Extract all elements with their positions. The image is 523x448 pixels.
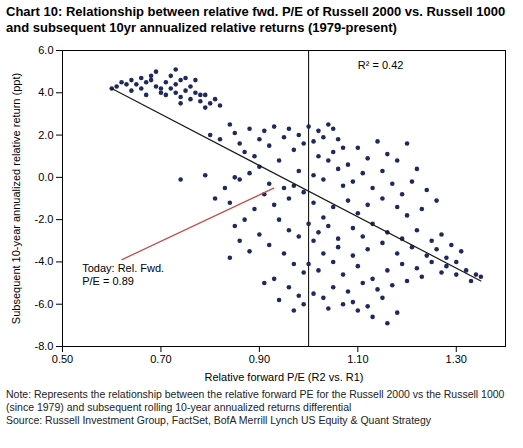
svg-text:-4.0: -4.0 — [35, 255, 54, 267]
svg-text:Today: Rel. Fwd.P/E = 0.89: Today: Rel. Fwd.P/E = 0.89 — [82, 262, 164, 287]
svg-text:6.0: 6.0 — [38, 44, 53, 56]
html-text:Note: Represents the relations: Note: Represents the relationship betwee… — [6, 388, 505, 413]
svg-text:0.0: 0.0 — [38, 171, 53, 183]
svg-text:R² = 0.42: R² = 0.42 — [358, 59, 404, 71]
svg-text:-8.0: -8.0 — [35, 340, 54, 352]
html-text:Chart 10: Relationship between: Chart 10: Relationship between relative … — [6, 4, 506, 35]
svg-text:0.70: 0.70 — [150, 353, 171, 365]
svg-text:-6.0: -6.0 — [35, 298, 54, 310]
svg-text:1.30: 1.30 — [446, 353, 467, 365]
svg-text:1.10: 1.10 — [347, 353, 368, 365]
svg-text:0.50: 0.50 — [52, 353, 73, 365]
svg-text:0.90: 0.90 — [249, 353, 270, 365]
svg-text:Subsequent 10-year annualized: Subsequent 10-year annualized relative r… — [10, 73, 22, 324]
svg-text:2.0: 2.0 — [38, 129, 53, 141]
svg-text:4.0: 4.0 — [38, 86, 53, 98]
svg-text:-2.0: -2.0 — [35, 213, 54, 225]
svg-text:Relative forward P/E (R2 vs. R: Relative forward P/E (R2 vs. R1) — [205, 371, 364, 383]
html-text:Source: Russell Investment Gro: Source: Russell Investment Group, FactSe… — [6, 414, 431, 426]
